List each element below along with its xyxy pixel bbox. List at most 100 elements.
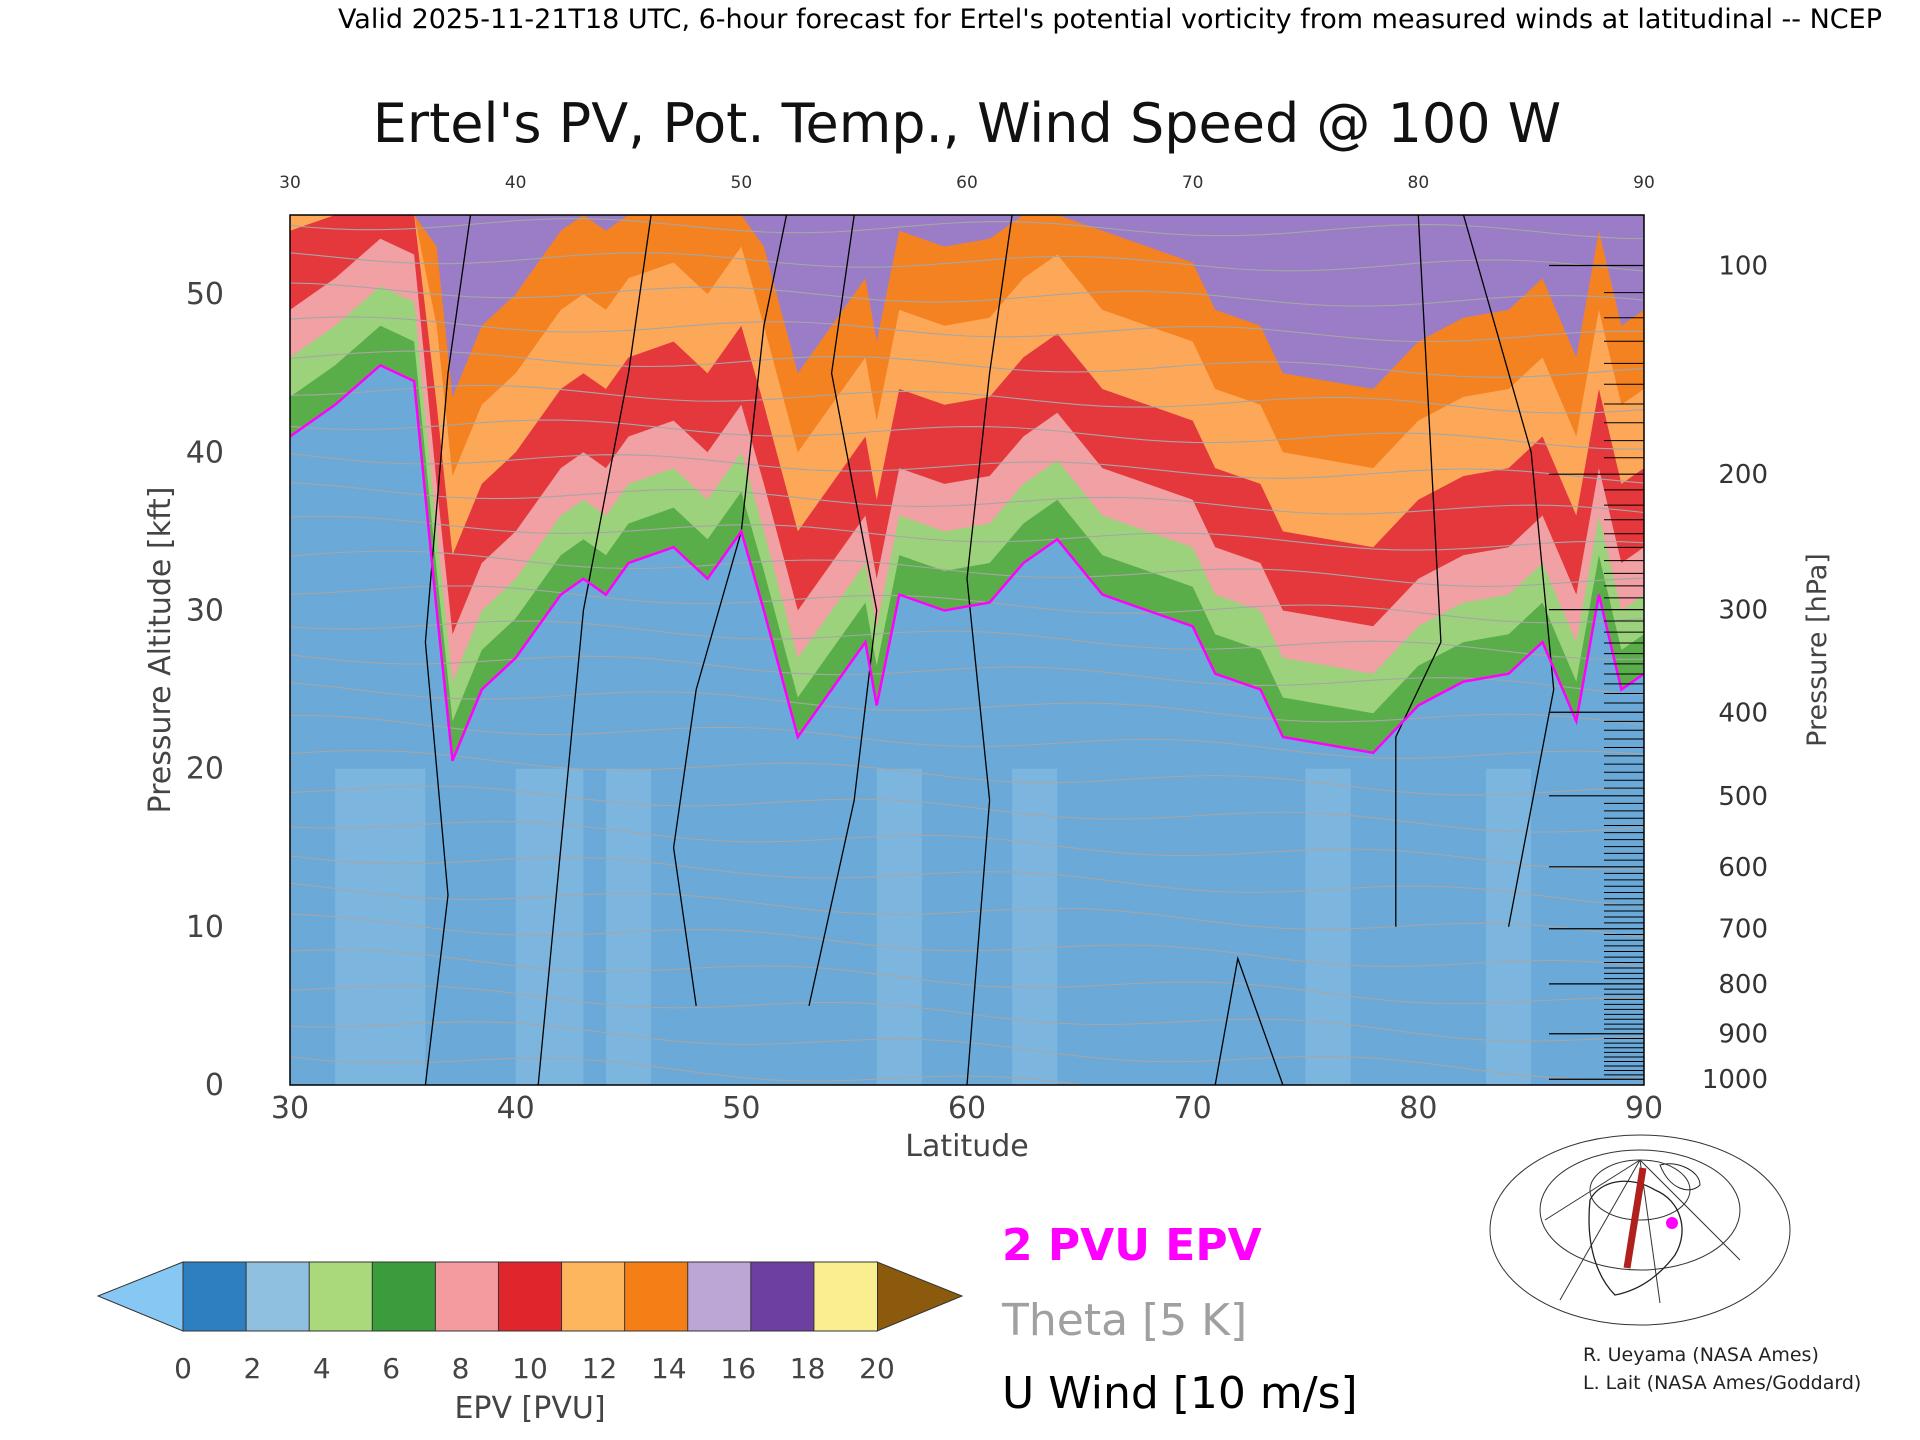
u-wind-contour (1214, 955, 1284, 1085)
y2-axis-label: Pressure [hPa] (1802, 553, 1833, 747)
colorbar-segment (561, 1261, 626, 1332)
troposphere-streak-6 (1486, 768, 1532, 1085)
theta-contour (290, 785, 1644, 833)
colorbar-tick-label: 14 (651, 1352, 687, 1385)
theta-contour (290, 949, 1644, 1005)
credit-line-2: L. Lait (NASA Ames/Goddard) (1583, 1372, 1861, 1394)
pressure-tick-label: 500 (1718, 782, 1768, 812)
u-wind-contour (537, 215, 652, 1085)
pressure-ticks (1549, 264, 1644, 1080)
y-tick-label: 40 (186, 435, 224, 470)
pressure-tick-label: 600 (1718, 853, 1768, 883)
theta-contour (290, 1056, 1087, 1085)
colorbar-tick-label: 18 (790, 1352, 826, 1385)
x-tick-label: 90 (1625, 1091, 1663, 1126)
pressure-tick-label: 1000 (1702, 1065, 1768, 1095)
theta-contour (290, 821, 1644, 870)
colorbar-tick-label: 0 (174, 1352, 192, 1385)
colorbar-segment (624, 1261, 689, 1332)
colorbar-over-arrow (876, 1261, 964, 1332)
x-tick-label-top: 90 (1633, 173, 1655, 193)
theta-contour (290, 419, 1644, 450)
colorbar: 0 2 4 6 8 10 12 14 16 18 20 (96, 1261, 964, 1385)
colorbar-segment (371, 1261, 437, 1332)
theta-contour (290, 282, 1644, 307)
pv-band-6 (290, 215, 1644, 397)
pressure-tick-labels: 100 200 300 400 500 600 700 800 900 1000 (1702, 252, 1768, 1096)
map-cross-section (1623, 1167, 1647, 1269)
x-axis-label: Latitude (905, 1129, 1028, 1164)
y-tick-label: 10 (186, 910, 224, 945)
legend-pv: 2 PVU EPV (1002, 1220, 1262, 1271)
x-tick-label-top: 30 (279, 173, 301, 193)
x-tick-label: 40 (497, 1091, 535, 1126)
x-tick-labels: 30 40 50 60 70 80 90 (271, 1091, 1663, 1126)
pressure-tick-label: 800 (1718, 970, 1768, 1000)
theta-contour (290, 750, 1644, 796)
theta-contour (290, 913, 1644, 968)
theta-contour (290, 585, 1644, 624)
troposphere-streak-0 (335, 768, 426, 1085)
colorbar-tick-label: 12 (582, 1352, 618, 1385)
u-wind-contours (424, 215, 1555, 1085)
pressure-tick-label: 100 (1718, 252, 1768, 282)
theta-contour (290, 515, 1644, 551)
theta-contours (290, 218, 1644, 1085)
troposphere-streak-1 (515, 768, 584, 1085)
pressure-tick-label: 300 (1718, 596, 1768, 626)
u-wind-contour (424, 215, 472, 1085)
colorbar-tick-label: 16 (720, 1352, 756, 1385)
theta-contour (290, 350, 1644, 378)
troposphere-streak-4 (1012, 768, 1058, 1085)
theta-contour (290, 714, 1644, 759)
x-tick-label-top: 50 (731, 173, 753, 193)
header-text: Valid 2025-11-21T18 UTC, 6-hour forecast… (338, 4, 1882, 35)
theta-contour (290, 453, 1644, 484)
chart-title: Ertel's PV, Pot. Temp., Wind Speed @ 100… (373, 92, 1561, 155)
x-tick-labels-top: 30 40 50 60 70 80 90 (279, 173, 1655, 193)
pv-bands (290, 215, 1644, 1085)
colorbar-tick-label: 6 (382, 1352, 400, 1385)
colorbar-segment (434, 1261, 500, 1332)
colorbar-segment (308, 1261, 374, 1332)
troposphere-streak-3 (876, 768, 922, 1085)
theta-contour (290, 1021, 1644, 1080)
u-wind-contour (966, 215, 1013, 1085)
colorbar-tick-label: 10 (512, 1352, 548, 1385)
inset-map (1489, 1134, 1791, 1326)
theta-contour (290, 985, 1644, 1042)
u-wind-contour (1395, 215, 1442, 927)
colorbar-segment (245, 1261, 311, 1332)
pv-2pvu-line (290, 363, 1644, 762)
colorbar-segment (182, 1261, 248, 1332)
x-tick-label-top: 80 (1408, 173, 1430, 193)
theta-contour (290, 550, 1644, 587)
x-tick-label: 70 (1174, 1091, 1212, 1126)
map-marker (1666, 1217, 1678, 1229)
theta-contour (290, 316, 1644, 343)
colorbar-segment (687, 1261, 752, 1332)
pressure-tick-label: 900 (1718, 1020, 1768, 1050)
x-tick-label: 30 (271, 1091, 309, 1126)
y-tick-label: 30 (186, 593, 224, 628)
u-wind-contour (1462, 215, 1555, 927)
x-tick-label: 50 (722, 1091, 760, 1126)
legend-wind: U Wind [10 m/s] (1002, 1368, 1358, 1419)
theta-contour (290, 482, 1644, 515)
colorbar-segment (750, 1261, 815, 1332)
colorbar-tick-label: 4 (313, 1352, 331, 1385)
credit-line-1: R. Ueyama (NASA Ames) (1583, 1344, 1819, 1366)
x-tick-label-top: 70 (1182, 173, 1204, 193)
plot-area (289, 214, 1645, 1086)
colorbar-segment (497, 1261, 563, 1332)
y-tick-labels: 0 10 20 30 40 50 (186, 277, 224, 1103)
pressure-tick-label: 700 (1718, 915, 1768, 945)
x-tick-label-top: 60 (956, 173, 978, 193)
legend-theta: Theta [5 K] (1001, 1295, 1247, 1346)
theta-contour (290, 620, 1644, 660)
pressure-tick-label: 200 (1718, 460, 1768, 490)
pressure-tick-label: 400 (1718, 698, 1768, 728)
colorbar-segment (813, 1261, 879, 1332)
colorbar-label: EPV [PVU] (454, 1391, 605, 1426)
